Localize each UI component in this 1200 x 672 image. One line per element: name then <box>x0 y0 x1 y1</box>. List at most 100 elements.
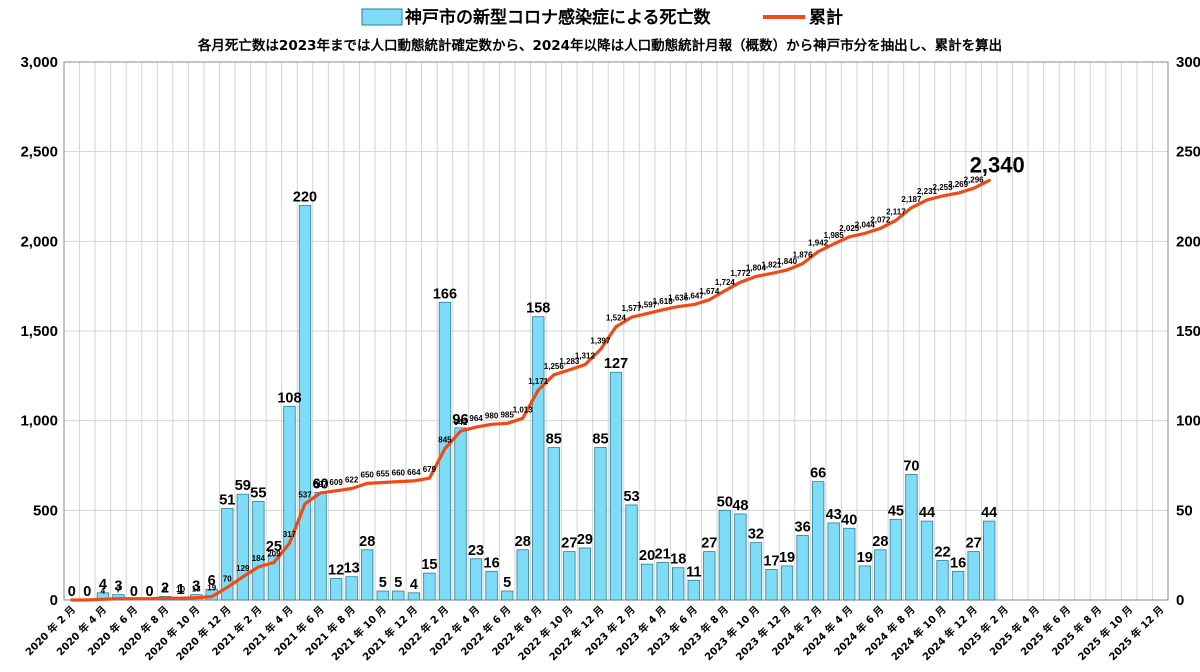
cumulative-value-label: 597 <box>314 480 328 489</box>
left-y-tick-label: 2,500 <box>20 144 58 161</box>
cumulative-value-label: 1,942 <box>808 239 829 248</box>
chart-subtitle: 各月死亡数は2023年までは人口動態統計確定数から、2024年以降は人口動態統計… <box>197 37 1002 54</box>
bar-value-label: 85 <box>546 432 562 448</box>
bar <box>283 405 296 601</box>
x-tick-label: 2023 年 12 月 <box>733 603 793 663</box>
x-tick-label: 2024 年 12 月 <box>920 603 980 663</box>
bar <box>967 551 980 601</box>
bar-value-label: 48 <box>732 498 748 514</box>
bar-value-label: 59 <box>235 478 251 494</box>
left-y-tick-label: 3,000 <box>20 54 58 71</box>
bar-value-label: 4 <box>99 577 107 593</box>
bar <box>780 565 794 601</box>
cumulative-line <box>70 178 991 602</box>
cumulative-series-line <box>70 178 991 602</box>
cumulative-value-label: 1,256 <box>544 362 565 371</box>
bar-value-label: 28 <box>515 534 531 550</box>
cumulative-value-label: 1,804 <box>746 263 767 272</box>
cumulative-value-label: 184 <box>252 554 266 563</box>
bar-value-label: 18 <box>670 552 686 568</box>
bar-value-label: 108 <box>277 390 301 406</box>
right-y-tick-label: 250 <box>1176 144 1200 161</box>
bar <box>423 572 436 601</box>
cumulative-value-label: 622 <box>345 475 359 484</box>
bar <box>625 504 638 601</box>
bar-value-label: 0 <box>130 584 138 600</box>
bar-value-label: 16 <box>484 555 500 571</box>
bar-value-label: 27 <box>701 536 717 552</box>
bar <box>811 481 825 601</box>
bar <box>314 491 327 601</box>
bar <box>547 447 560 601</box>
right-y-tick-label: 150 <box>1176 323 1200 340</box>
cumulative-value-label: 2,296 <box>964 175 985 184</box>
bar-value-label: 12 <box>328 562 344 578</box>
cumulative-value-label: 4 <box>101 586 106 595</box>
bar <box>905 474 918 601</box>
x-tick-label: 2021 年 10 月 <box>329 603 389 663</box>
bar-value-label: 70 <box>903 458 919 474</box>
bar <box>765 569 778 601</box>
bar-value-label: 17 <box>763 554 779 570</box>
bar-value-label: 158 <box>526 301 550 317</box>
bar-value-label: 13 <box>344 561 360 577</box>
bar-value-label: 36 <box>795 519 811 535</box>
bar <box>703 551 716 601</box>
legend-line-label: 累計 <box>809 7 843 28</box>
bar-value-label: 53 <box>623 489 639 505</box>
bar-value-label: 28 <box>359 534 375 550</box>
bar-value-label: 32 <box>748 527 764 543</box>
bar <box>329 578 343 601</box>
bar <box>843 527 856 601</box>
bar <box>267 554 281 601</box>
bar-value-label: 50 <box>717 494 733 510</box>
x-tick-label: 2024 年 10 月 <box>888 603 948 663</box>
bar <box>656 561 669 601</box>
cumulative-value-label: 1,636 <box>668 294 689 303</box>
bar-value-label: 16 <box>950 555 966 571</box>
cumulative-value-label: 2,117 <box>886 207 906 216</box>
bar <box>532 316 545 601</box>
bar-value-label: 44 <box>981 505 997 521</box>
x-tick-label: 2025 年 10 月 <box>1075 603 1135 663</box>
bar-value-label: 3 <box>114 579 122 595</box>
bar <box>407 592 421 601</box>
right-y-tick-label: 200 <box>1176 233 1200 250</box>
cumulative-value-label: 1,577 <box>622 304 643 313</box>
bar <box>936 560 949 601</box>
cumulative-value-label: 655 <box>376 470 390 479</box>
x-tick-label: 2025 年 12 月 <box>1106 603 1166 663</box>
cumulative-value-label: 2,340 <box>970 152 1025 177</box>
left-y-tick-label: 500 <box>33 502 58 519</box>
bar-value-label: 4 <box>410 577 418 593</box>
x-tick-label: 2020 年 12 月 <box>173 603 233 663</box>
x-tick-label: 2022 年 10 月 <box>515 603 575 663</box>
cumulative-value-label: 129 <box>236 564 250 573</box>
bar <box>951 570 965 601</box>
bar-value-label: 6 <box>208 573 216 589</box>
left-y-axis: 0 500 1,000 1,500 2,000 2,500 3,000 <box>20 54 58 609</box>
cumulative-value-label: 1,618 <box>653 297 674 306</box>
cumulative-value-label: 679 <box>423 465 437 474</box>
cumulative-value-label: 1,171 <box>528 377 549 386</box>
cumulative-value-label: 650 <box>361 470 375 479</box>
bar-value-label: 27 <box>966 536 982 552</box>
bar <box>361 549 374 601</box>
cumulative-value-label: 1,674 <box>699 287 720 296</box>
cumulative-value-label: 2,025 <box>839 224 860 233</box>
bar-value-label: 43 <box>826 507 842 523</box>
bar <box>920 520 934 601</box>
cumulative-value-label: 13 <box>192 585 201 594</box>
bar-value-label: 3 <box>192 579 200 595</box>
cumulative-value-label: 1,283 <box>559 357 580 366</box>
bar <box>454 427 467 601</box>
cumulative-value-label: 1,597 <box>637 301 658 310</box>
bar-value-label: 85 <box>592 432 608 448</box>
right-y-axis: 0 50 100 150 200 250 300 <box>1176 54 1200 609</box>
bar-value-label: 51 <box>219 493 235 509</box>
cumulative-value-label: 2,253 <box>933 183 954 192</box>
cumulative-value-label: 1,876 <box>793 251 814 260</box>
bar <box>734 513 747 601</box>
bar <box>749 542 763 601</box>
bar <box>516 549 529 601</box>
